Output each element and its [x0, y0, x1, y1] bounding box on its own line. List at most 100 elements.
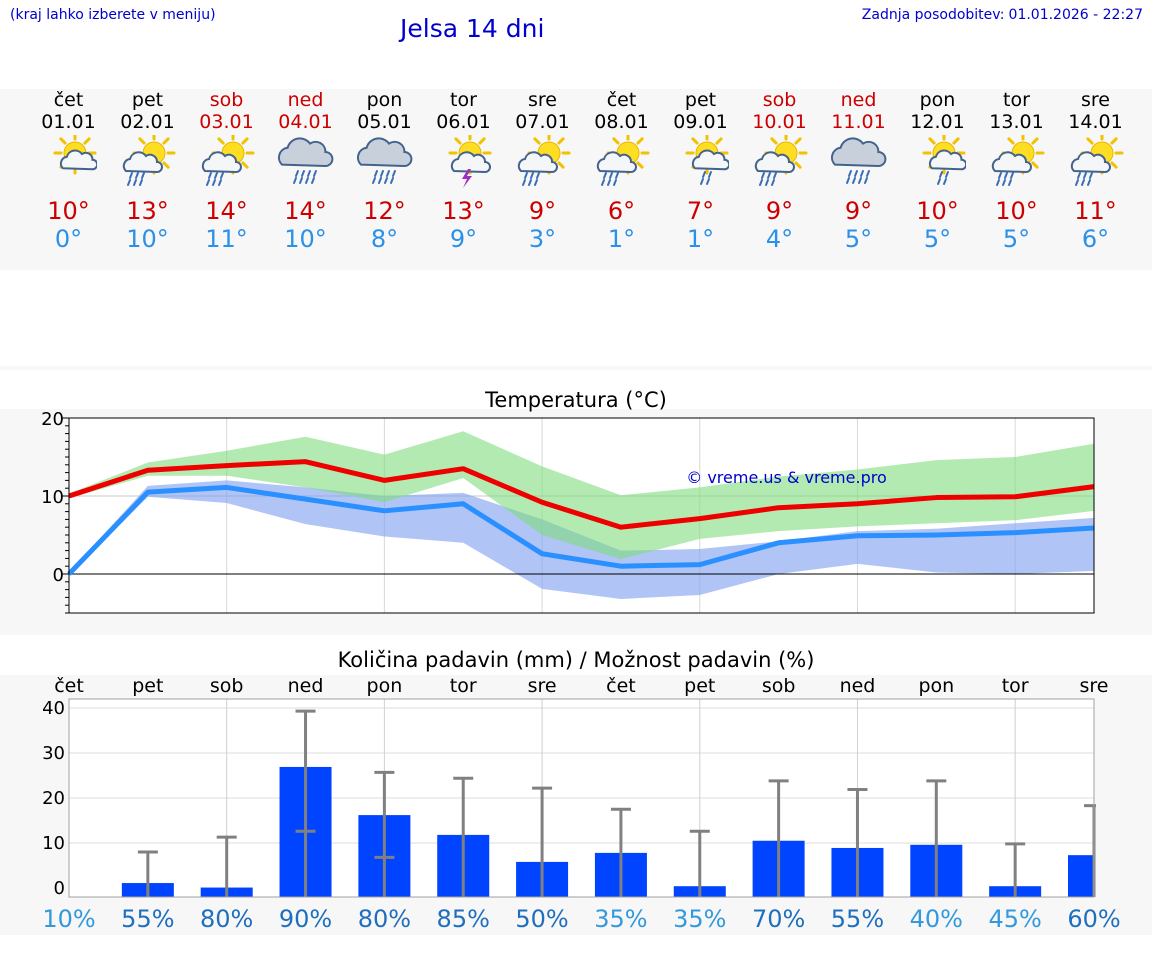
sun-ray [769, 137, 778, 145]
sun-cloud-rain-icon [754, 135, 807, 186]
precip-bar [1068, 855, 1094, 897]
plot-frame [68, 417, 1095, 614]
day-date: 04.01 [278, 111, 333, 133]
day-name: sre [528, 89, 557, 111]
sun-ray [161, 161, 170, 169]
sun-cloud-rain-icon [596, 135, 649, 186]
rain-drop [389, 177, 394, 184]
sun-ray [1109, 137, 1118, 145]
cloud-heavy-rain-icon [277, 137, 333, 184]
day-date: 05.01 [357, 111, 412, 133]
day-date: 11.01 [831, 111, 886, 133]
day-column: pet 09.01 7° 1° [661, 89, 740, 253]
precip-chance: 50% [515, 905, 568, 933]
rain-drop [391, 170, 396, 177]
day-column: sob 03.01 14° 11° [187, 89, 266, 253]
rain-drop [312, 170, 317, 177]
day-label: sob [210, 675, 244, 697]
rain-drop [845, 177, 850, 184]
day-date: 13.01 [989, 111, 1044, 133]
precip-chance: 60% [1067, 905, 1120, 933]
rain-drop [385, 170, 390, 177]
rain-drop [140, 172, 145, 179]
precip-chance: 35% [594, 905, 647, 933]
temp-min: 4° [765, 225, 794, 253]
precip-chance: 55% [121, 905, 174, 933]
rain-drop [373, 170, 378, 177]
sun-cloud-rain-icon [991, 135, 1044, 186]
location-hint: (kraj lahko izberete v meniju) [10, 7, 216, 23]
day-column: tor 06.01 13° 9° [424, 89, 503, 253]
rain-drop [521, 179, 526, 186]
sun-ray [635, 137, 644, 145]
day-name: sob [209, 89, 244, 111]
temp-max: 6° [607, 197, 636, 225]
cloud-heavy-rain-icon [277, 137, 333, 184]
plot-frame [68, 698, 1095, 898]
cloud-shape [596, 151, 637, 174]
y-tick-label: 40 [42, 698, 65, 719]
day-date: 02.01 [120, 111, 175, 133]
day-name: ned [840, 89, 877, 111]
day-column: ned 04.01 14° 10° [266, 89, 345, 253]
rain-drop [211, 179, 216, 186]
rain-drop [219, 172, 224, 179]
precip-chance: 10% [42, 905, 95, 933]
rain-drop [207, 172, 212, 179]
rain-drop [132, 179, 137, 186]
rain-drop [310, 177, 315, 184]
day-date: 09.01 [673, 111, 728, 133]
temp-max: 13° [442, 197, 485, 225]
cloud-heavy-rain-icon [830, 137, 886, 184]
sun-ray [556, 161, 565, 169]
temp-max: 9° [765, 197, 794, 225]
rain-drop [770, 179, 775, 186]
day-label: čet [606, 675, 636, 697]
y-tick-label: 10 [41, 487, 64, 508]
rain-drop [1001, 179, 1006, 186]
watermark: © vreme.us & vreme.pro [686, 468, 887, 487]
rain-drop [294, 170, 299, 177]
sun-ray [927, 137, 936, 145]
cloud-heavy-rain-icon [356, 137, 412, 184]
temp-min: 8° [370, 225, 399, 253]
rain-drop [535, 172, 540, 179]
day-name: pet [684, 89, 717, 111]
rain-drop [1086, 179, 1091, 186]
sun-cloud-light-rain-icon [922, 135, 966, 185]
rain-drop [1088, 172, 1093, 179]
y-tick-label: 0 [53, 565, 64, 586]
day-name: ned [287, 89, 324, 111]
cloud-heavy-rain-icon [356, 137, 412, 184]
day-label: sre [1080, 675, 1109, 697]
sun-ray [216, 137, 225, 145]
cloud-shape [928, 149, 966, 171]
cloud-shape [59, 149, 97, 171]
rain-drop [608, 172, 613, 179]
sun-cloud-icon [53, 135, 97, 175]
cloud-shape [122, 151, 163, 174]
precip-chance: 90% [279, 905, 332, 933]
rain-drop [371, 177, 376, 184]
sun-cloud-rain-icon [201, 135, 254, 186]
last-updated: Zadnja posodobitev: 01.01.2026 - 22:27 [858, 7, 1143, 23]
sun-ray [1109, 161, 1118, 169]
rain-drop [126, 179, 131, 186]
rain-drop [304, 177, 309, 184]
temp-max: 14° [205, 197, 248, 225]
rain-drop [134, 172, 139, 179]
rain-drop [213, 172, 218, 179]
sun-cloud-rain-icon [991, 135, 1044, 186]
cloud-shape [277, 137, 333, 168]
rain-drop [298, 177, 303, 184]
rain-drop [760, 172, 765, 179]
sun-ray [82, 137, 91, 145]
day-name: pet [131, 89, 164, 111]
rain-drop [865, 170, 870, 177]
rain-drop [306, 170, 311, 177]
rain-drop [292, 177, 297, 184]
temp-max: 10° [995, 197, 1038, 225]
sun-ray [161, 137, 170, 145]
rain-drop [857, 177, 862, 184]
day-column: sre 14.01 11° 6° [1056, 89, 1135, 253]
